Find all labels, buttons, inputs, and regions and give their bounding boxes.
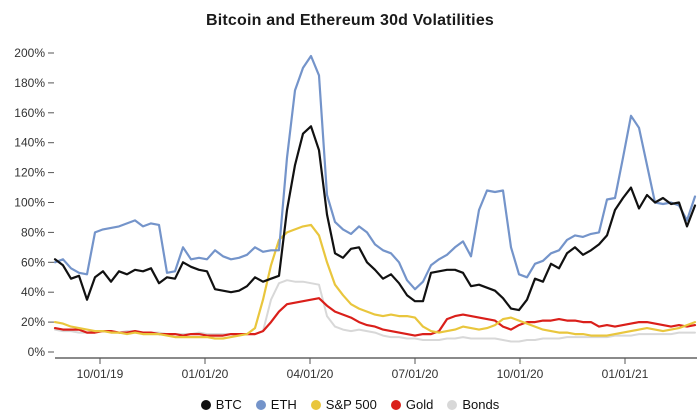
y-tick-label: 160% — [14, 106, 45, 120]
x-tick-label: 01/01/20 — [182, 367, 229, 381]
legend-label: S&P 500 — [325, 397, 377, 412]
legend-label: Bonds — [462, 397, 500, 412]
legend-label: BTC — [215, 397, 242, 412]
legend-item-btc[interactable]: BTC — [200, 397, 242, 412]
legend-item-eth[interactable]: ETH — [255, 397, 297, 412]
legend-dot-icon — [255, 399, 266, 410]
legend-item-gold[interactable]: Gold — [390, 397, 434, 412]
chart-title: Bitcoin and Ethereum 30d Volatilities — [205, 12, 495, 29]
series-line-btc — [53, 125, 697, 312]
legend-dot-icon — [447, 399, 458, 410]
chart-legend: BTC ETH S&P 500 Gold Bonds — [0, 397, 700, 412]
y-tick-label: 100% — [14, 196, 45, 210]
y-tick-label: 180% — [14, 76, 45, 90]
legend-dot-icon — [200, 399, 211, 410]
x-tick-label: 10/01/20 — [497, 367, 544, 381]
series-line-s-p-500 — [53, 223, 697, 340]
legend-label: ETH — [270, 397, 297, 412]
y-tick-label: 120% — [14, 166, 45, 180]
series-line-gold — [53, 297, 697, 337]
x-tick-label: 04/01/20 — [287, 367, 334, 381]
y-tick-label: 60% — [21, 255, 45, 269]
x-tick-label: 10/01/19 — [77, 367, 124, 381]
legend-item-bonds[interactable]: Bonds — [447, 397, 499, 412]
legend-label: Gold — [405, 397, 434, 412]
y-tick-label: 80% — [21, 225, 45, 239]
x-tick-label: 01/01/21 — [602, 367, 649, 381]
y-tick-label: 200% — [14, 46, 45, 60]
y-tick-label: 20% — [21, 315, 45, 329]
legend-dot-icon — [310, 399, 321, 410]
y-tick-label: 140% — [14, 136, 45, 150]
x-tick-label: 07/01/20 — [392, 367, 439, 381]
y-tick-label: 0% — [28, 345, 46, 359]
series-line-eth — [53, 54, 697, 291]
y-tick-label: 40% — [21, 285, 45, 299]
legend-item-s-p-500[interactable]: S&P 500 — [310, 397, 377, 412]
legend-dot-icon — [390, 399, 401, 410]
